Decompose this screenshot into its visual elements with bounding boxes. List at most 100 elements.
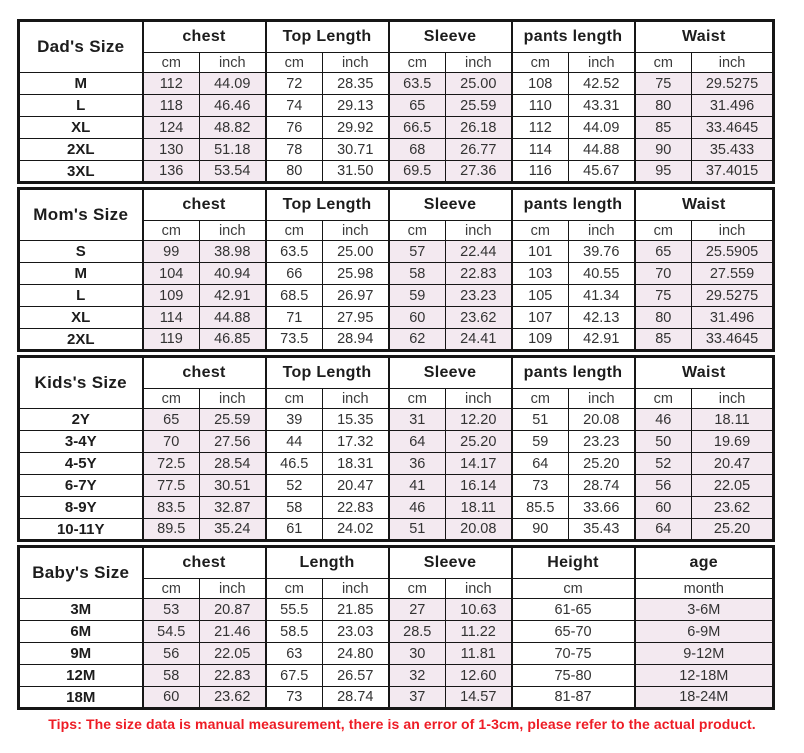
value-cell: 76: [264, 116, 324, 139]
value-cell: 18.31: [322, 452, 390, 475]
value-cell: 50: [633, 430, 693, 453]
value-cell: 61-65: [510, 598, 636, 621]
value-cell: 18-24M: [633, 686, 775, 709]
value-cell: 22.83: [322, 496, 390, 519]
size-table-dad: Dad's Size chest Top Length Sleeve pants len…: [17, 19, 776, 184]
unit-header: inch: [445, 52, 513, 73]
value-cell: 46.5: [264, 452, 324, 475]
size-table-kids: Kids's Size chest Top Length Sleeve pants le…: [17, 355, 776, 542]
unit-header: inch: [568, 52, 636, 73]
value-cell: 19.69: [691, 430, 775, 453]
value-cell: 95: [633, 160, 693, 183]
value-cell: 80: [633, 94, 693, 117]
unit-header: cm: [264, 220, 324, 241]
table-row: 3XL 136 53.54 80 31.50 69.5 27.36 116 45.67 95 37.…: [18, 160, 775, 183]
group-header: Length: [264, 546, 390, 579]
value-cell: 12-18M: [633, 664, 775, 687]
header-row: Baby's Size chest Length Sleeve Height age: [18, 546, 775, 599]
value-cell: 72: [264, 72, 324, 95]
value-cell: 27: [387, 598, 447, 621]
value-cell: 42.13: [568, 306, 636, 329]
value-cell: 64: [633, 518, 693, 541]
value-cell: 90: [510, 518, 570, 541]
value-cell: 62: [387, 328, 447, 351]
size-label: 12M: [18, 664, 143, 687]
value-cell: 12.20: [445, 408, 513, 431]
value-cell: 33.66: [568, 496, 636, 519]
value-cell: 24.80: [322, 642, 390, 665]
table-row: 9M 56 22.05 63 24.80 30 11.81 70-75 9-12M: [18, 642, 775, 665]
value-cell: 103: [510, 262, 570, 285]
tips-text: Tips: The size data is manual measuremen…: [48, 716, 756, 732]
value-cell: 28.54: [198, 452, 267, 475]
table-row: XL 114 44.88 71 27.95 60 23.62 107 42.13 80 31.496: [18, 306, 775, 329]
value-cell: 25.20: [445, 430, 513, 453]
unit-header: cm: [264, 388, 324, 409]
group-header: Waist: [633, 356, 775, 389]
size-label: 6M: [18, 620, 143, 643]
group-header: Top Length: [264, 188, 390, 221]
value-cell: 20.47: [322, 474, 390, 497]
value-cell: 81-87: [510, 686, 636, 709]
value-cell: 31.496: [691, 94, 775, 117]
value-cell: 63: [264, 642, 324, 665]
value-cell: 11.81: [445, 642, 513, 665]
value-cell: 89.5: [141, 518, 200, 541]
group-header: chest: [141, 188, 267, 221]
table-row: M 112 44.09 72 28.35 63.5 25.00 108 42.52 75 29.52…: [18, 72, 775, 95]
value-cell: 114: [510, 138, 570, 161]
value-cell: 63.5: [387, 72, 447, 95]
unit-header: inch: [691, 388, 775, 409]
value-cell: 110: [510, 94, 570, 117]
unit-header: inch: [322, 220, 390, 241]
value-cell: 37: [387, 686, 447, 709]
unit-header: cm: [510, 388, 570, 409]
value-cell: 39.76: [568, 240, 636, 263]
value-cell: 124: [141, 116, 200, 139]
value-cell: 85.5: [510, 496, 570, 519]
group-header: pants length: [510, 188, 636, 221]
unit-header: inch: [445, 220, 513, 241]
value-cell: 24.41: [445, 328, 513, 351]
value-cell: 105: [510, 284, 570, 307]
unit-header: inch: [322, 388, 390, 409]
unit-header: cm: [141, 388, 200, 409]
size-label: 8-9Y: [18, 496, 143, 519]
value-cell: 35.433: [691, 138, 775, 161]
size-label: 3-4Y: [18, 430, 143, 453]
value-cell: 58: [387, 262, 447, 285]
value-cell: 99: [141, 240, 200, 263]
value-cell: 28.74: [568, 474, 636, 497]
unit-header: cm: [387, 388, 447, 409]
value-cell: 58: [141, 664, 200, 687]
unit-header: cm: [387, 220, 447, 241]
value-cell: 23.62: [198, 686, 267, 709]
value-cell: 112: [141, 72, 200, 95]
group-header: Sleeve: [387, 546, 513, 579]
value-cell: 136: [141, 160, 200, 183]
unit-header: cm: [141, 52, 200, 73]
value-cell: 42.91: [568, 328, 636, 351]
value-cell: 22.83: [445, 262, 513, 285]
value-cell: 25.20: [568, 452, 636, 475]
size-label: 10-11Y: [18, 518, 143, 541]
value-cell: 75-80: [510, 664, 636, 687]
size-label: M: [18, 262, 143, 285]
value-cell: 69.5: [387, 160, 447, 183]
value-cell: 22.05: [691, 474, 775, 497]
value-cell: 42.52: [568, 72, 636, 95]
value-cell: 60: [633, 496, 693, 519]
value-cell: 30.51: [198, 474, 267, 497]
table-row: S 99 38.98 63.5 25.00 57 22.44 101 39.76 65 25.590…: [18, 240, 775, 263]
unit-header: inch: [198, 52, 267, 73]
value-cell: 25.59: [198, 408, 267, 431]
value-cell: 20.08: [445, 518, 513, 541]
value-cell: 78: [264, 138, 324, 161]
value-cell: 25.20: [691, 518, 775, 541]
value-cell: 23.62: [691, 496, 775, 519]
unit-header: cm: [387, 52, 447, 73]
unit-header: inch: [322, 52, 390, 73]
value-cell: 44.88: [568, 138, 636, 161]
value-cell: 85: [633, 116, 693, 139]
